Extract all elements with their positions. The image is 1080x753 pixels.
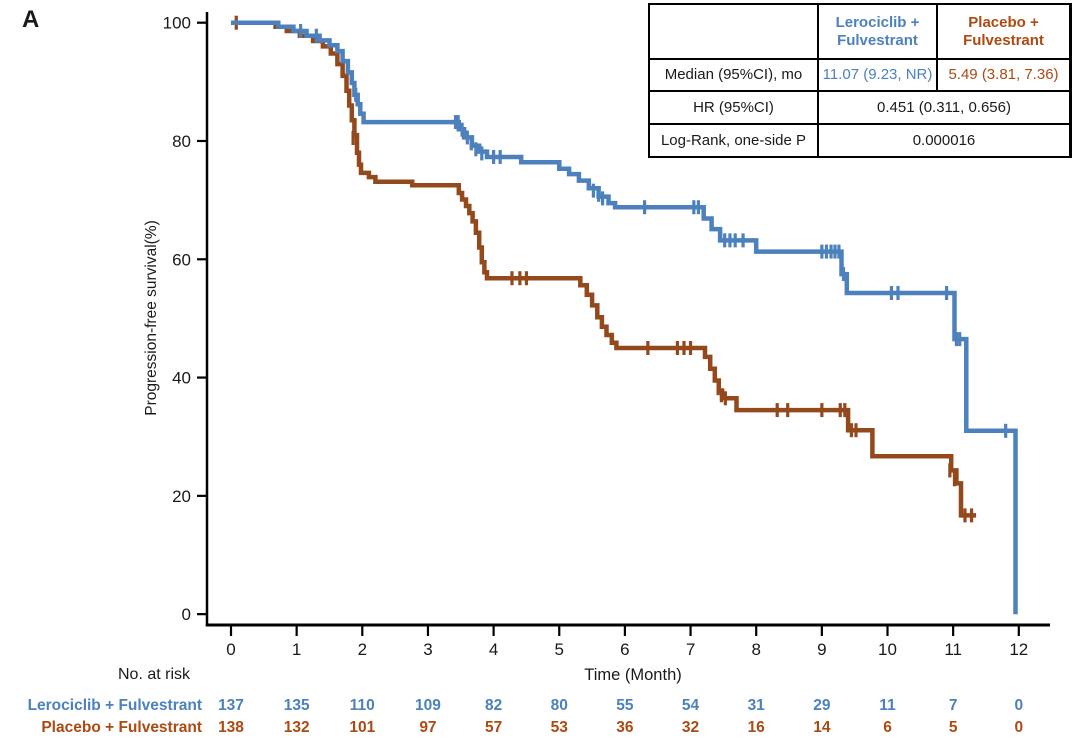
risk-count: 138 [218, 719, 244, 736]
risk-row-lerociclib: Lerociclib + Fulvestrant 137 135 110 109 82 8… [0, 697, 1080, 717]
x-tick-label: 10 [878, 640, 897, 659]
y-tick-label: 80 [172, 132, 191, 151]
stats-header-lerociclib: Lerociclib + Fulvestrant [819, 5, 936, 58]
risk-count: 16 [747, 719, 765, 736]
y-tick-label: 20 [172, 487, 191, 506]
stats-value-logrank: 0.000016 [819, 125, 1069, 156]
risk-count: 7 [948, 697, 958, 714]
risk-count: 0 [1014, 719, 1024, 736]
risk-count: 110 [349, 697, 375, 714]
y-tick-label: 0 [182, 605, 191, 624]
stats-value-median-placebo: 5.49 (3.81, 7.36) [938, 60, 1069, 90]
x-tick-label: 11 [944, 640, 962, 659]
x-tick-label: 3 [423, 640, 432, 659]
risk-count: 29 [813, 697, 831, 714]
risk-row-label: Lerociclib + Fulvestrant [27, 697, 202, 714]
risk-count: 53 [550, 719, 568, 736]
stats-label-logrank: Log-Rank, one-side P [650, 125, 817, 156]
risk-row-label: Placebo + Fulvestrant [41, 719, 202, 736]
risk-count: 57 [484, 719, 503, 736]
stats-value-hr: 0.451 (0.311, 0.656) [819, 92, 1069, 123]
risk-count: 82 [484, 697, 503, 714]
stats-table: Lerociclib + Fulvestrant Placebo + Fulve… [648, 3, 1072, 158]
curve-lerociclib [231, 20, 1018, 615]
x-tick-label: 6 [620, 640, 629, 659]
risk-count: 0 [1014, 697, 1024, 714]
stats-header-placebo: Placebo + Fulvestrant [938, 5, 1069, 58]
risk-count: 32 [681, 719, 700, 736]
risk-count: 14 [813, 719, 831, 736]
risk-count: 80 [550, 697, 568, 714]
stats-value-median-lerociclib: 11.07 (9.23, NR) [819, 60, 936, 90]
risk-count: 109 [415, 697, 441, 714]
x-tick-label: 7 [686, 640, 695, 659]
risk-count: 36 [616, 719, 634, 736]
x-tick-label: 12 [1009, 640, 1028, 659]
y-axis-label: Progression-free survival(%) [143, 220, 160, 416]
x-tick-label: 2 [358, 640, 367, 659]
risk-count: 135 [283, 697, 310, 714]
x-axis-label: Time (Month) [584, 666, 682, 684]
y-tick-label: 100 [163, 14, 191, 33]
x-tick-label: 8 [751, 640, 760, 659]
stats-label-median: Median (95%CI), mo [650, 60, 817, 90]
panel-label: A [22, 6, 40, 33]
risk-count: 31 [747, 697, 765, 714]
risk-table-title: No. at risk [118, 666, 191, 683]
risk-count: 11 [879, 697, 896, 714]
risk-count: 6 [883, 719, 892, 736]
x-tick-label: 5 [555, 640, 564, 659]
x-tick-label: 4 [489, 640, 498, 659]
risk-count: 55 [616, 697, 634, 714]
risk-row-placebo: Placebo + Fulvestrant 138 132 101 97 57 53 36 3… [0, 719, 1080, 739]
x-tick-label: 0 [226, 640, 235, 659]
risk-count: 137 [218, 697, 244, 714]
x-tick-label: 1 [292, 640, 301, 659]
stats-cell-empty [650, 5, 817, 58]
x-tick-label: 9 [817, 640, 826, 659]
risk-count: 5 [948, 719, 958, 736]
risk-count: 101 [349, 719, 376, 736]
stats-label-hr: HR (95%CI) [650, 92, 817, 123]
risk-count: 132 [283, 719, 310, 736]
risk-count: 54 [681, 697, 700, 714]
risk-count: 97 [419, 719, 437, 736]
y-tick-label: 60 [172, 250, 191, 269]
y-tick-label: 40 [172, 369, 191, 388]
